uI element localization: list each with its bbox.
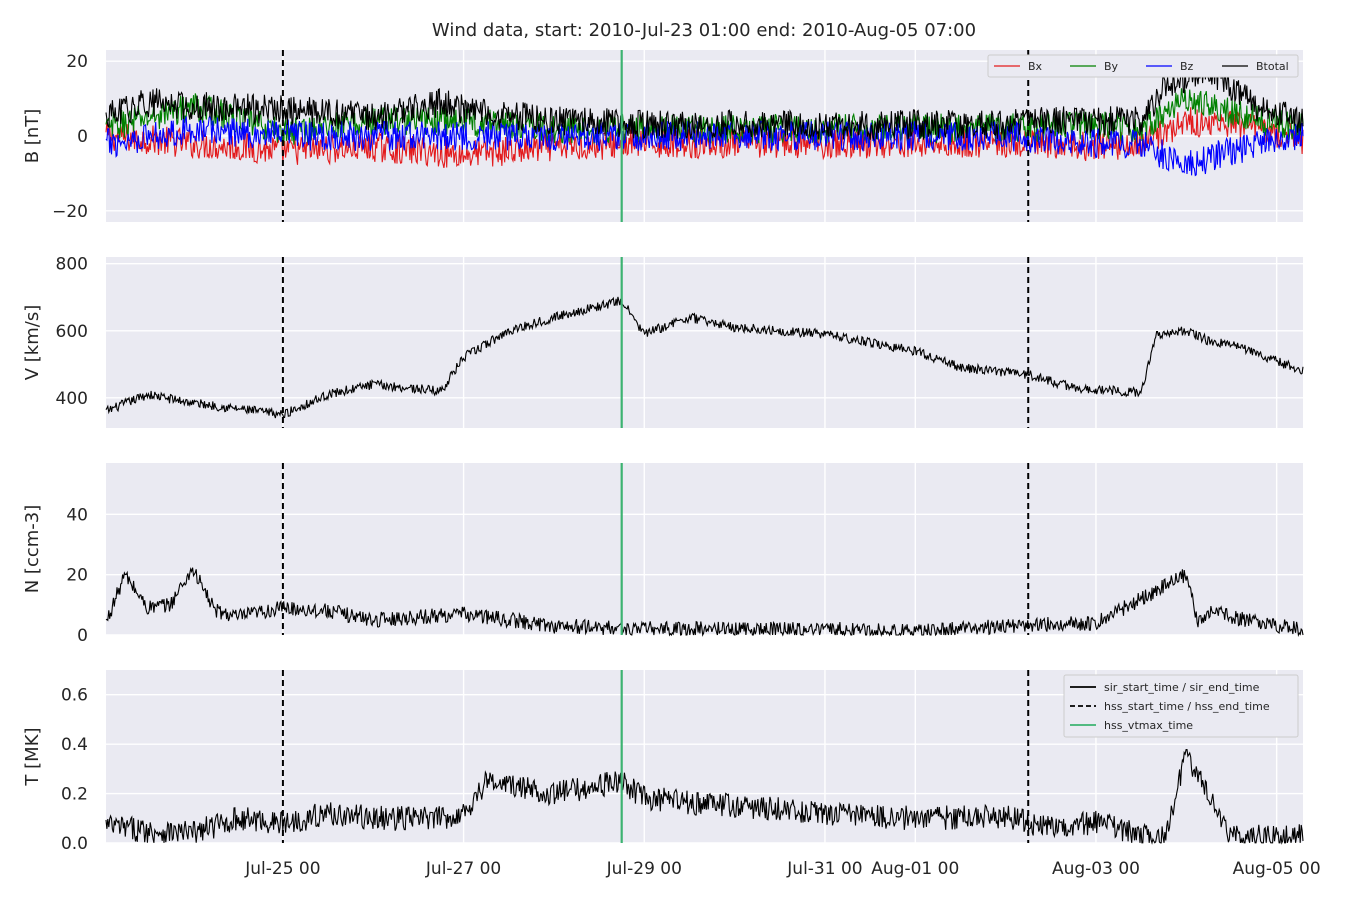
x-tick-label: Jul-27 00 [425,859,501,879]
series-line-v [105,296,1304,419]
legend-label: hss_vtmax_time [1104,719,1193,732]
panel-1: 800 600 400 V [km/s] [22,255,1304,428]
x-axis: Jul-25 00 Jul-27 00 Jul-29 00 Jul-31 00 Aug-… [244,859,1320,879]
y-tick-label: 20 [66,52,88,72]
x-tick-label: Jul-31 00 [786,859,862,879]
panel-background [106,463,1303,635]
x-tick-label: Aug-03 00 [1052,859,1140,879]
y-tick-label: 0 [77,626,88,646]
y-tick-label: 0.6 [61,686,88,706]
y-tick-label: 0.4 [61,735,88,755]
chart-title: Wind data, start: 2010-Jul-23 01:00 end:… [432,20,976,41]
y-tick-label: 800 [56,255,88,275]
y-tick-label: 40 [66,505,88,525]
legend-events: sir_start_time / sir_end_time hss_start_t… [1063,674,1299,738]
y-axis-label: B [nT] [22,109,43,164]
x-tick-label: Jul-25 00 [244,859,320,879]
legend-label: Btotal [1256,60,1289,73]
x-tick-label: Jul-29 00 [606,859,682,879]
y-tick-label: 0.2 [61,785,88,805]
series-line-n [105,567,1304,638]
x-tick-label: Aug-01 00 [871,859,959,879]
y-tick-label: 400 [56,389,88,409]
series-line-bz [105,115,1304,177]
y-tick-label: 0 [77,127,88,147]
panel-0: 20 0 −20 B [nT] Bx By Bz Btotal [22,50,1304,222]
legend-label: Bx [1028,60,1043,73]
series-line-btotal [105,59,1304,142]
y-axis-label: V [km/s] [22,305,43,380]
legend-b: Bx By Bz Btotal [987,54,1299,78]
y-axis-label: N [ccm-3] [22,505,43,594]
y-tick-label: −20 [52,202,88,222]
legend-box [1063,674,1299,738]
legend-label: Bz [1180,60,1194,73]
legend-label: By [1104,60,1119,73]
y-tick-label: 20 [66,566,88,586]
legend-label: sir_start_time / sir_end_time [1104,681,1260,694]
x-tick-label: Aug-05 00 [1233,859,1321,879]
panel-3: 0.6 0.4 0.2 0.0 T [MK] sir_start_time / sir_e… [22,670,1304,854]
panel-2: 40 20 0 N [ccm-3] [22,463,1304,646]
y-tick-label: 0.0 [61,834,88,854]
y-tick-label: 600 [56,322,88,342]
y-axis-label: T [MK] [22,727,43,786]
panel-background [106,257,1303,428]
legend-label: hss_start_time / hss_end_time [1104,700,1270,713]
series-line-t [105,749,1304,845]
legend-box [987,54,1299,78]
